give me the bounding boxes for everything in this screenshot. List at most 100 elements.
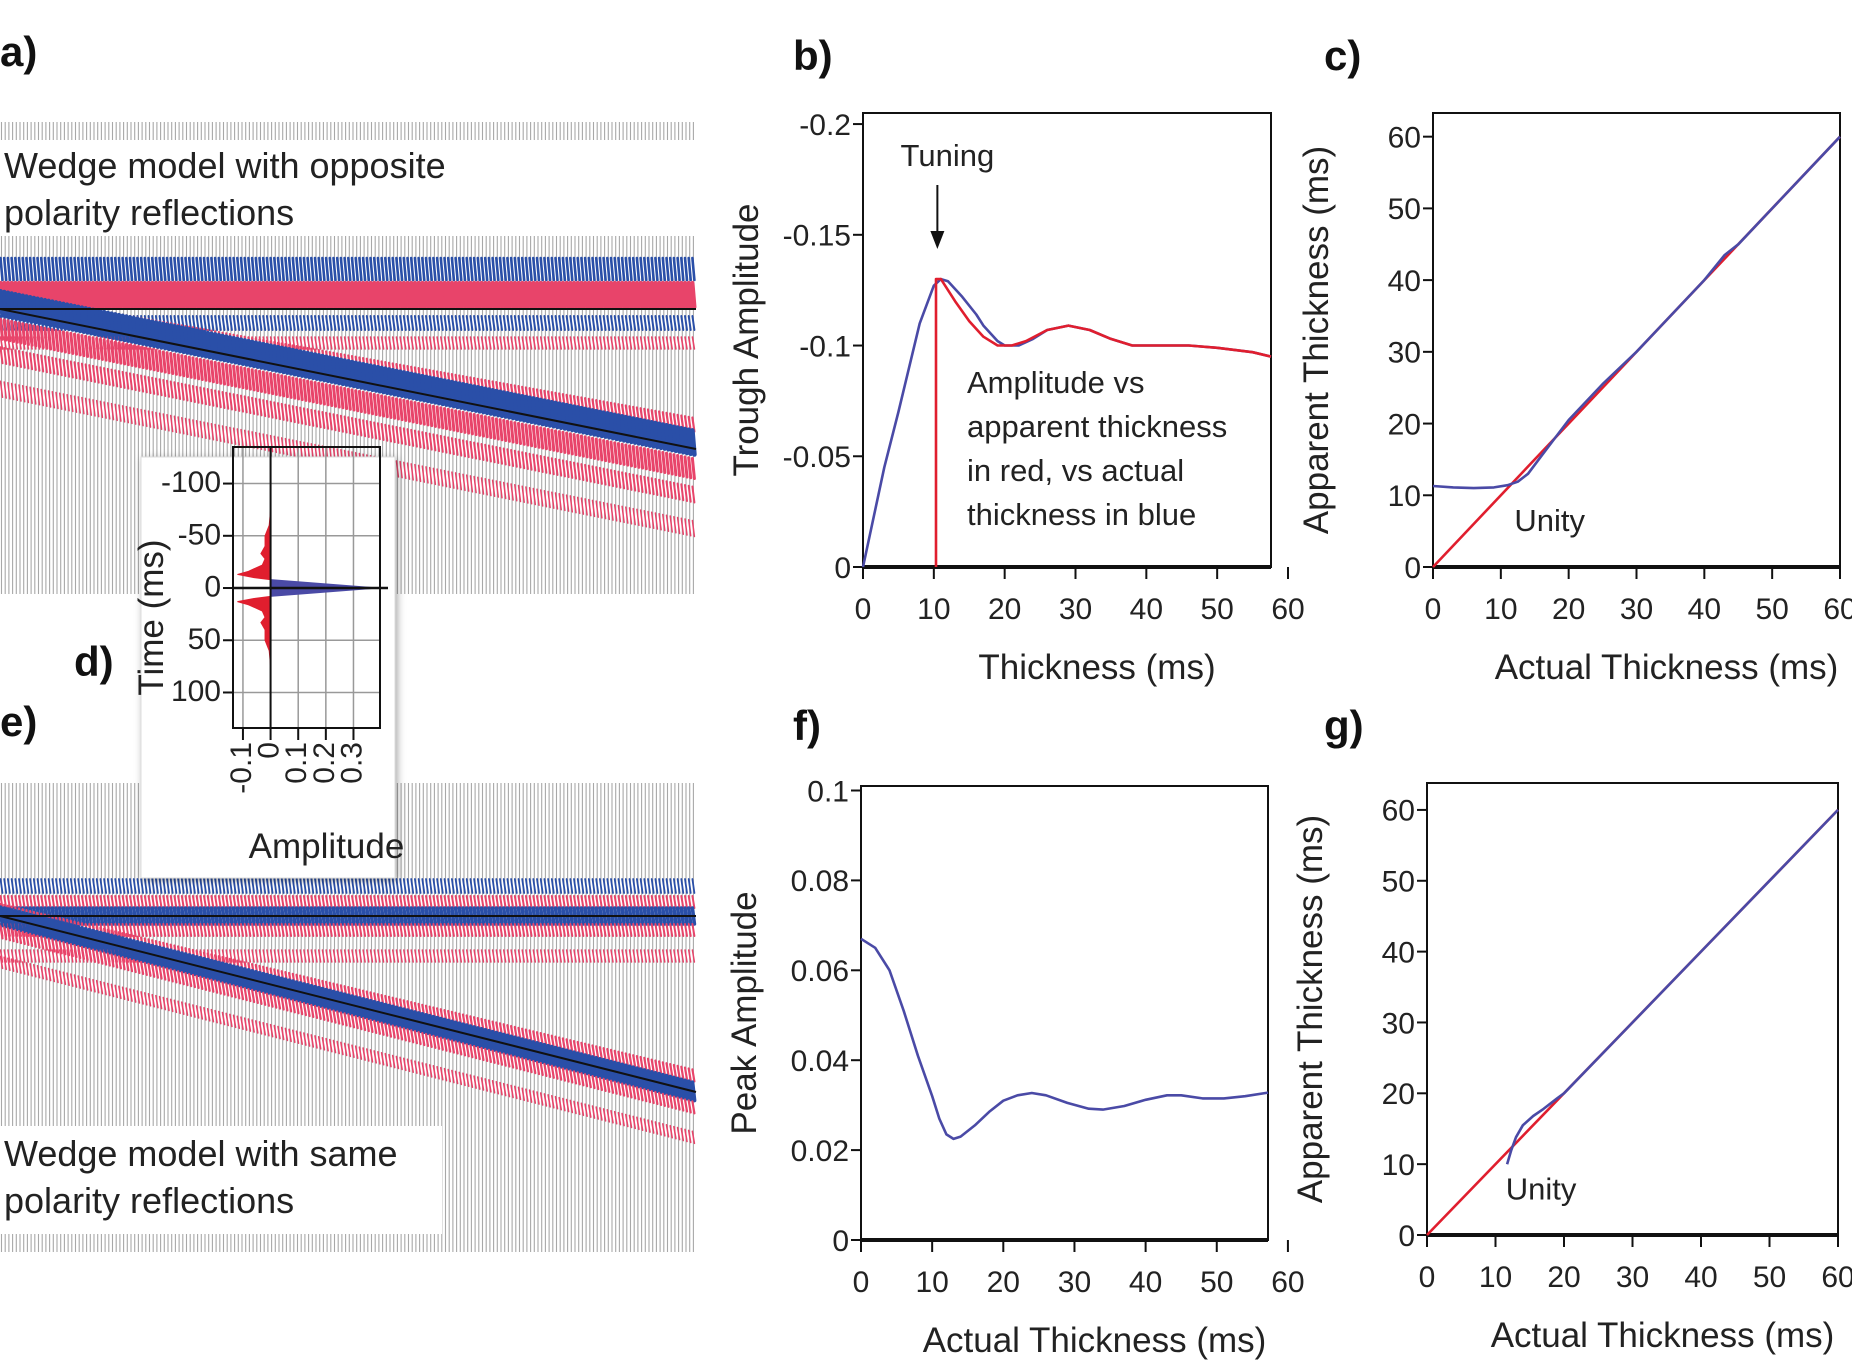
peak-wiggle xyxy=(395,878,400,894)
trough-wiggle xyxy=(206,387,211,406)
trough-wiggle xyxy=(91,948,97,963)
trough-wiggle xyxy=(7,949,11,963)
trough-wiggle xyxy=(636,949,640,963)
trough-wiggle xyxy=(599,1107,603,1121)
peak-wiggle xyxy=(376,256,382,282)
trough-wiggle xyxy=(513,336,518,350)
reflector-line xyxy=(0,915,697,1093)
trough-wiggle xyxy=(584,923,589,937)
trough-wiggle xyxy=(502,895,507,909)
trough-wiggle xyxy=(499,949,503,963)
trough-wiggle xyxy=(136,408,141,426)
peak-wiggle xyxy=(310,878,315,894)
peak-wiggle xyxy=(520,256,526,282)
peak-wiggle xyxy=(658,315,663,331)
trough-wiggle xyxy=(203,1007,207,1021)
trough-wiggle xyxy=(73,974,78,988)
peak-wiggle xyxy=(539,256,545,282)
x-tick-label: 60 xyxy=(1271,1266,1304,1299)
peak-wiggle xyxy=(513,878,518,894)
peak-wiggle xyxy=(190,327,198,357)
peak-wiggle xyxy=(443,878,448,894)
trough-wiggle xyxy=(173,895,178,909)
trough-wiggle xyxy=(251,431,255,449)
trough-wiggle xyxy=(32,933,37,948)
peak-wiggle xyxy=(639,878,644,894)
trough-wiggle xyxy=(43,895,48,909)
trough-wiggle xyxy=(292,949,296,963)
trough-wiggle xyxy=(624,443,630,467)
peak-wiggle xyxy=(338,357,346,387)
peak-wiggle xyxy=(676,256,681,282)
trough-wiggle xyxy=(136,373,141,392)
peak-wiggle xyxy=(499,315,503,331)
trough-wiggle xyxy=(62,971,67,986)
trough-wiggle xyxy=(317,381,323,405)
peak-wiggle xyxy=(550,256,556,282)
trough-wiggle xyxy=(561,430,567,454)
trough-wiggle xyxy=(373,421,378,440)
trough-wiggle xyxy=(373,895,378,909)
peak-wiggle xyxy=(549,399,557,429)
peak-wiggle xyxy=(321,256,326,282)
trough-wiggle xyxy=(460,280,468,310)
trough-wiggle xyxy=(580,1041,585,1056)
trough-wiggle xyxy=(661,1061,666,1076)
peak-wiggle xyxy=(161,321,168,351)
trough-wiggle xyxy=(580,336,585,350)
trough-wiggle xyxy=(103,895,108,909)
peak-wiggle xyxy=(475,385,483,414)
trough-wiggle xyxy=(18,949,22,963)
peak-wiggle xyxy=(351,315,355,331)
trough-wiggle xyxy=(554,1095,559,1110)
trough-wiggle xyxy=(573,1100,577,1115)
peak-wiggle xyxy=(602,315,607,331)
trough-wiggle xyxy=(291,336,296,350)
trough-wiggle xyxy=(173,969,178,984)
trough-wiggle xyxy=(387,395,393,419)
trough-wiggle xyxy=(532,336,537,350)
trough-wiggle xyxy=(351,949,355,963)
trough-wiggle xyxy=(103,401,107,419)
peak-wiggle xyxy=(302,315,307,331)
peak-wiggle xyxy=(227,335,235,364)
peak-wiggle xyxy=(183,326,190,355)
peak-wiggle xyxy=(669,315,674,331)
peak-wiggle xyxy=(325,315,330,331)
trough-wiggle xyxy=(488,949,492,963)
trough-wiggle xyxy=(473,923,478,937)
peak-wiggle xyxy=(243,878,248,894)
trough-wiggle xyxy=(51,968,56,983)
trough-wiggle xyxy=(560,280,568,310)
trough-wiggle xyxy=(28,323,34,347)
trough-wiggle xyxy=(499,1081,503,1096)
trough-wiggle xyxy=(673,949,677,963)
trough-wiggle xyxy=(169,923,174,937)
peak-wiggle xyxy=(391,878,396,894)
trough-wiggle xyxy=(649,280,656,310)
trough-wiggle xyxy=(136,895,141,909)
trough-wiggle xyxy=(362,1016,367,1032)
peak-wiggle xyxy=(402,256,408,282)
trough-wiggle xyxy=(302,923,307,937)
trough-wiggle xyxy=(491,336,496,350)
trough-wiggle xyxy=(332,923,337,937)
trough-wiggle xyxy=(480,1046,485,1062)
peak-wiggle xyxy=(368,363,375,393)
peak-wiggle xyxy=(40,878,45,894)
trough-wiggle xyxy=(513,449,518,468)
trough-wiggle xyxy=(465,949,470,963)
trough-wiggle xyxy=(624,472,629,491)
peak-wiggle xyxy=(491,878,496,894)
trough-wiggle xyxy=(257,280,264,310)
trough-wiggle xyxy=(447,436,452,455)
trough-wiggle xyxy=(565,336,570,350)
peak-wiggle xyxy=(401,370,409,399)
trough-wiggle xyxy=(51,356,56,375)
peak-wiggle xyxy=(347,878,352,894)
trough-wiggle xyxy=(446,280,453,310)
trough-wiggle xyxy=(691,1100,696,1115)
y-tick-label: -0.15 xyxy=(783,220,851,253)
trough-wiggle xyxy=(643,949,648,963)
trough-wiggle xyxy=(177,1000,181,1015)
